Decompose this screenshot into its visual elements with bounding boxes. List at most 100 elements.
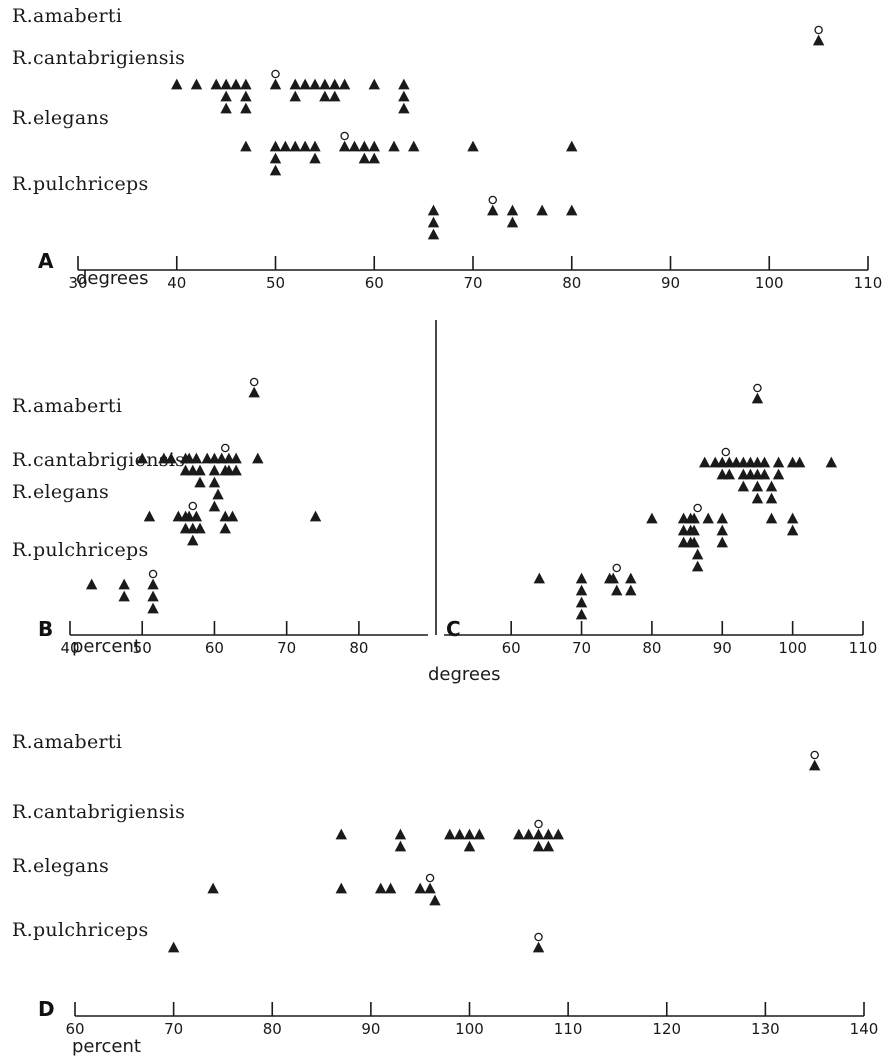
data-point-open-circle [488,195,497,205]
data-point-triangle [208,452,221,464]
data-point-triangle [427,228,440,240]
data-point-triangle [212,488,224,500]
data-point-triangle [240,140,252,152]
data-point-triangle [183,452,195,464]
panel-a-tick-label: 50 [266,274,285,292]
data-point-triangle [566,140,578,152]
data-point-triangle [463,840,476,852]
data-point-triangle [194,464,206,476]
data-point-triangle [765,492,778,504]
data-point-triangle [506,216,519,228]
data-point-triangle [716,524,728,536]
panel-d-species-label: R.elegans [12,855,109,877]
data-point-triangle [368,78,380,90]
panel-d-species-label: R.amaberti [12,731,122,753]
panel-c-letter: C [446,617,461,641]
data-point-triangle [147,602,159,614]
data-point-triangle [575,572,588,584]
panel-c-tick-label: 60 [502,639,521,657]
data-point-triangle [187,464,199,476]
panel-b-tick-label: 70 [277,639,296,657]
data-point-triangle [165,452,177,464]
data-point-open-circle [221,443,230,453]
panel-c-tick-label: 110 [849,639,878,657]
data-point-triangle [269,152,282,164]
data-point-open-circle [340,131,349,141]
panel-b-tick-label: 80 [349,639,368,657]
data-point-triangle [319,78,331,90]
data-point-triangle [183,510,195,522]
data-point-triangle [269,164,282,176]
data-point-open-circle [810,750,819,760]
data-point-triangle [289,90,301,102]
data-point-triangle [691,560,704,572]
panel-c-x-label: degrees [428,664,500,685]
panel-d-tick-label: 60 [65,1020,84,1038]
data-point-triangle [219,522,231,534]
data-point-triangle [147,578,159,590]
data-point-triangle [252,452,264,464]
data-point-triangle [513,828,525,840]
data-point-triangle [348,140,361,152]
data-point-triangle [688,512,700,524]
data-point-triangle [194,476,206,488]
panel-b-species-label: R.cantabrigiensis [12,449,185,471]
data-point-triangle [171,78,183,90]
data-point-triangle [158,452,170,464]
data-point-triangle [716,512,728,524]
data-point-triangle [240,90,252,102]
data-point-triangle [335,882,347,894]
data-point-triangle [368,140,380,152]
panel-a-species-label: R.elegans [12,107,109,129]
panel-a-x-label: degrees [76,268,148,289]
panel-d-tick-label: 130 [751,1020,780,1038]
panel-d-tick-label: 110 [554,1020,583,1038]
data-point-open-circle [534,819,543,829]
data-point-triangle [289,140,301,152]
panel-c-tick-label: 70 [572,639,591,657]
data-point-triangle [394,840,407,852]
data-point-triangle [179,464,192,476]
data-point-triangle [299,78,311,90]
panel-b-letter: B [38,617,53,641]
data-point-triangle [765,512,778,524]
data-point-triangle [758,468,771,480]
data-point-triangle [289,78,301,90]
data-point-triangle [309,152,321,164]
data-point-triangle [179,522,192,534]
data-point-triangle [167,941,180,953]
data-point-triangle [575,596,588,608]
data-point-triangle [444,828,456,840]
data-point-triangle [215,452,228,464]
panel-d-letter: D [38,997,55,1021]
data-point-triangle [388,140,400,152]
data-point-triangle [319,90,331,102]
data-point-open-circle [249,377,259,387]
data-point-triangle [172,510,185,522]
data-point-triangle [786,524,799,536]
data-point-triangle [463,828,476,840]
data-point-triangle [453,828,466,840]
data-point-triangle [825,456,838,468]
data-point-triangle [223,452,235,464]
data-point-triangle [772,468,785,480]
data-point-open-circle [814,25,823,35]
data-point-triangle [240,102,252,114]
panel-b-tick-label: 50 [133,639,152,657]
data-point-triangle [368,152,380,164]
panel-d-tick-label: 80 [263,1020,282,1038]
panel-c-tick-label: 80 [642,639,661,657]
data-point-triangle [338,78,351,90]
data-point-triangle [223,464,235,476]
data-point-triangle [309,510,322,522]
panel-d-species-label: R.cantabrigiensis [12,801,185,823]
data-point-triangle [309,78,321,90]
panel-c-tick-label: 90 [713,639,732,657]
data-point-triangle [772,456,785,468]
panel-a-species-label: R.amaberti [12,5,122,27]
panel-b-species-label: R.amaberti [12,395,122,417]
data-point-triangle [812,34,825,46]
data-point-triangle [187,534,199,546]
data-point-triangle [118,590,130,602]
